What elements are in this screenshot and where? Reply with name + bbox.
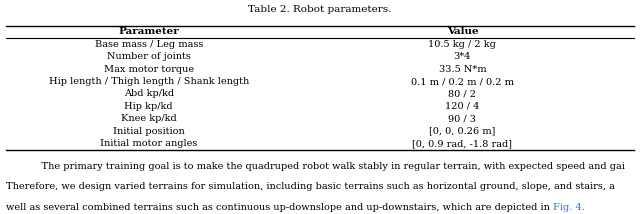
Text: Hip kp/kd: Hip kp/kd [125, 102, 173, 111]
Text: Value: Value [447, 27, 478, 36]
Text: The primary training goal is to make the quadruped robot walk stably in regular : The primary training goal is to make the… [29, 162, 625, 171]
Text: 3*4: 3*4 [454, 52, 471, 61]
Text: Parameter: Parameter [118, 27, 179, 36]
Text: Therefore, we design varied terrains for simulation, including basic terrains su: Therefore, we design varied terrains for… [6, 182, 615, 191]
Text: 10.5 kg / 2 kg: 10.5 kg / 2 kg [428, 40, 497, 49]
Text: Fig. 4.: Fig. 4. [554, 203, 585, 212]
Text: Knee kp/kd: Knee kp/kd [121, 114, 177, 123]
Text: Hip length / Thigh length / Shank length: Hip length / Thigh length / Shank length [49, 77, 249, 86]
Text: [0, 0, 0.26 m]: [0, 0, 0.26 m] [429, 127, 495, 136]
Text: 33.5 N*m: 33.5 N*m [438, 65, 486, 74]
Text: Number of joints: Number of joints [107, 52, 191, 61]
Text: Initial motor angles: Initial motor angles [100, 139, 198, 148]
Text: Max motor torque: Max motor torque [104, 65, 194, 74]
Text: 0.1 m / 0.2 m / 0.2 m: 0.1 m / 0.2 m / 0.2 m [411, 77, 514, 86]
Text: [0, 0.9 rad, -1.8 rad]: [0, 0.9 rad, -1.8 rad] [412, 139, 513, 148]
Text: Initial position: Initial position [113, 127, 185, 136]
Text: well as several combined terrains such as continuous up-downslope and up-downsta: well as several combined terrains such a… [6, 203, 554, 212]
Text: 90 / 3: 90 / 3 [449, 114, 476, 123]
Text: Abd kp/kd: Abd kp/kd [124, 89, 174, 98]
Text: 120 / 4: 120 / 4 [445, 102, 479, 111]
Text: Table 2. Robot parameters.: Table 2. Robot parameters. [248, 5, 392, 14]
Text: Base mass / Leg mass: Base mass / Leg mass [95, 40, 203, 49]
Text: 80 / 2: 80 / 2 [449, 89, 476, 98]
